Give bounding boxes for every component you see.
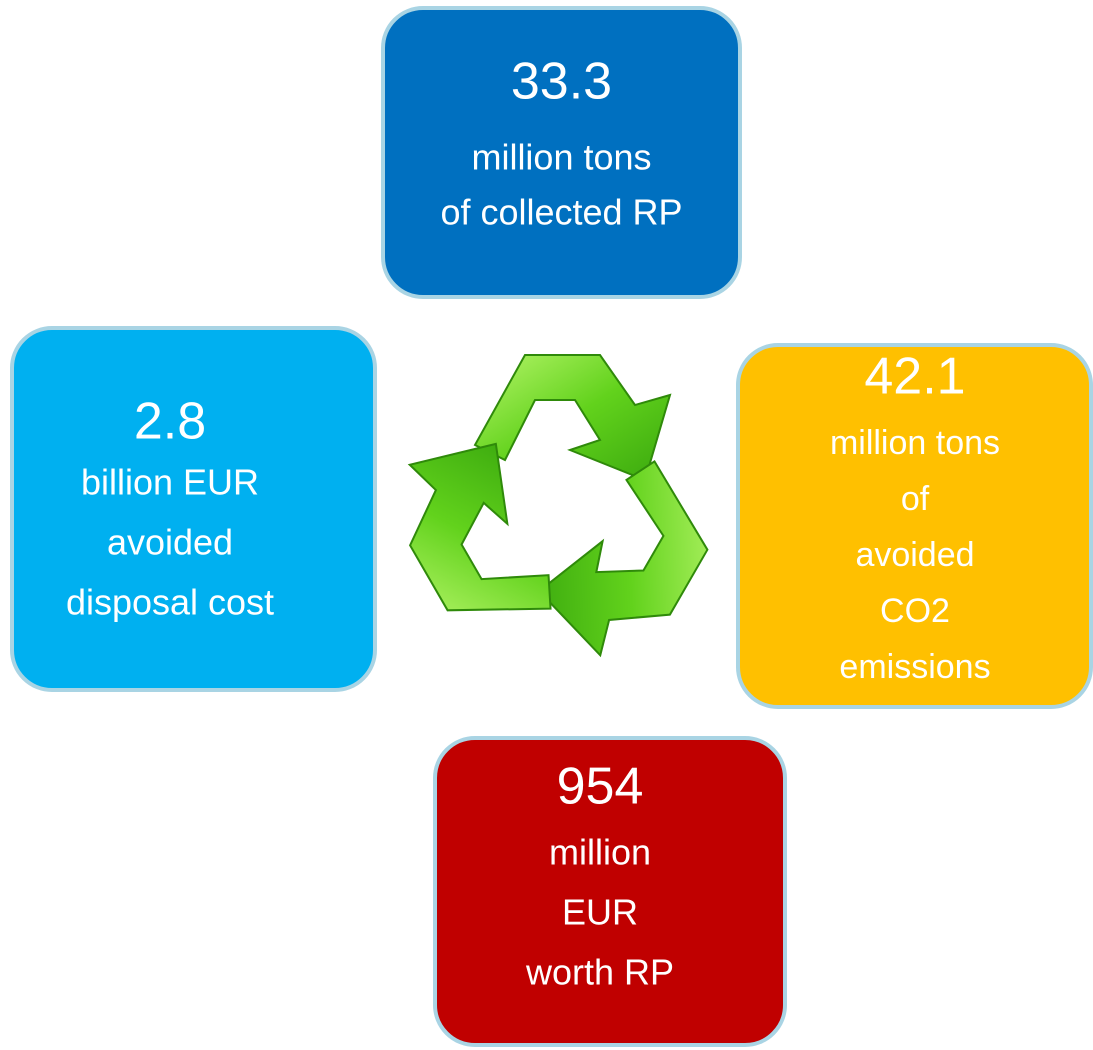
stat-label: EUR [562,892,638,933]
stat-label: avoided [855,536,974,574]
stat-label: million tons [830,424,1000,462]
stat-label: of [901,480,930,518]
stat-label: million [549,832,651,873]
stat-value: 2.8 [134,393,206,451]
recycle-icon [407,354,709,658]
stat-label: worth RP [525,952,674,993]
stat-label: billion EUR [81,462,259,503]
stat-label: emissions [839,648,990,686]
stat-label: CO2 [880,592,950,630]
stat-label: disposal cost [66,582,274,623]
stat-value: 954 [557,758,644,816]
stat-value: 42.1 [864,348,965,406]
stat-label: million tons [471,137,651,178]
stat-box [736,343,1093,709]
stat-label: avoided [107,522,233,563]
stat-box [433,736,787,1047]
stat-value: 33.3 [511,53,612,111]
stat-box [381,6,742,299]
stat-label: of collected RP [440,192,682,233]
stat-box [10,326,377,692]
